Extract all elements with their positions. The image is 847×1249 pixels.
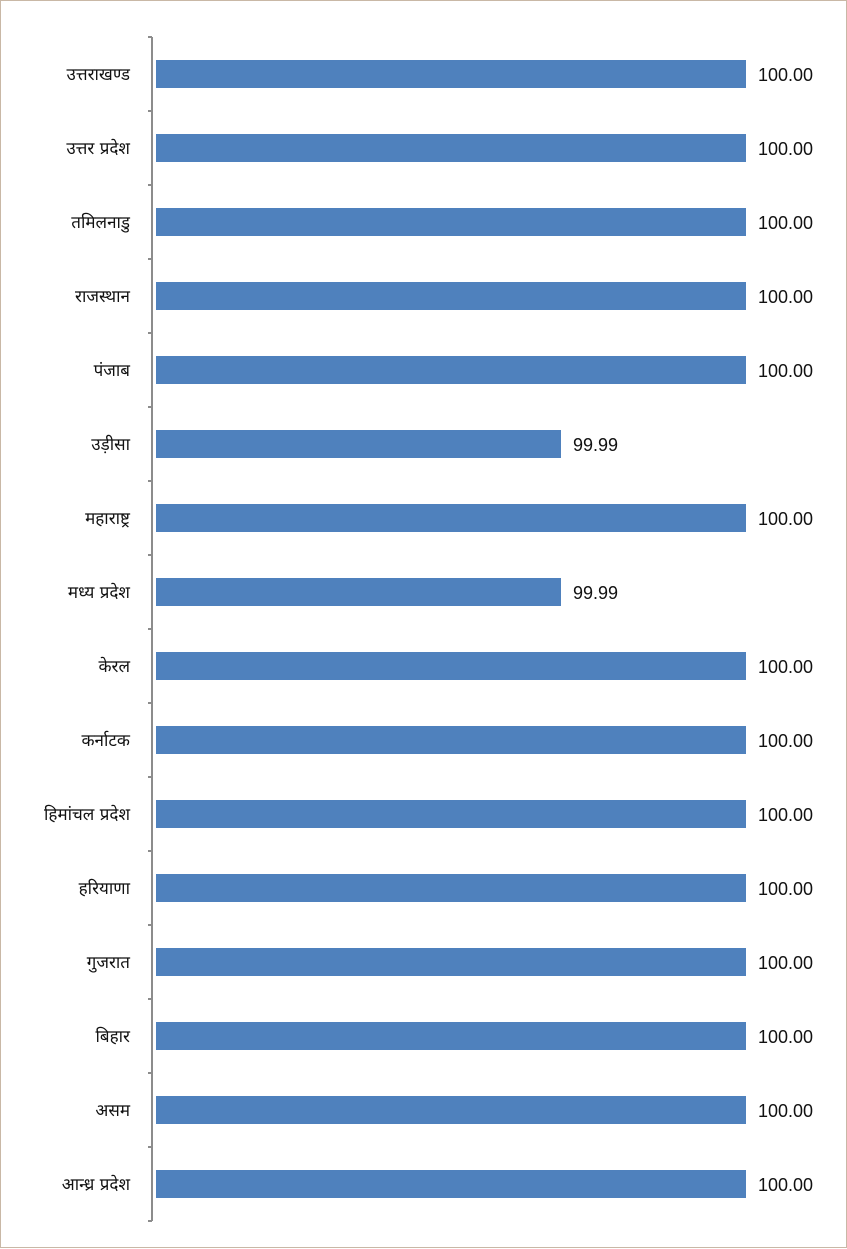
data-label: 100.00: [758, 879, 813, 899]
category-label: हिमांचल प्रदेश: [44, 804, 130, 825]
data-label: 100.00: [758, 1101, 813, 1121]
bar: [156, 1022, 746, 1050]
bar: [156, 1170, 746, 1198]
data-label: 100.00: [758, 139, 813, 159]
bar: [156, 208, 746, 236]
bar: [156, 134, 746, 162]
bar: [156, 356, 746, 384]
category-label: केरल: [98, 656, 130, 677]
bar: [156, 430, 561, 458]
data-label: 100.00: [758, 213, 813, 233]
bar: [156, 726, 746, 754]
category-label: गुजरात: [87, 953, 131, 973]
labels: उत्तराखण्ड 100.00 उत्तर प्रदेश 100.00 तमिलना…: [44, 65, 813, 1195]
data-label: 99.99: [573, 435, 618, 455]
category-label: मध्य प्रदेश: [68, 582, 131, 603]
data-label: 100.00: [758, 1027, 813, 1047]
y-axis: [148, 36, 153, 1222]
data-label: 100.00: [758, 731, 813, 751]
bar: [156, 874, 746, 902]
data-label: 100.00: [758, 953, 813, 973]
data-label: 100.00: [758, 1175, 813, 1195]
bar: [156, 504, 746, 532]
data-label: 100.00: [758, 361, 813, 381]
category-label: कर्नाटक: [81, 730, 130, 751]
data-label: 100.00: [758, 805, 813, 825]
bars: [156, 60, 746, 1198]
data-label: 99.99: [573, 583, 618, 603]
category-label: तमिलनाडु: [71, 212, 131, 233]
category-label: असम: [95, 1101, 130, 1121]
bar: [156, 60, 746, 88]
category-label: पंजाब: [94, 361, 131, 381]
category-label: राजस्थान: [75, 287, 131, 307]
data-label: 100.00: [758, 287, 813, 307]
bar: [156, 948, 746, 976]
category-label: आन्ध्र प्रदेश: [62, 1174, 131, 1195]
category-label: उड़ीसा: [91, 434, 130, 455]
category-label: हरियाणा: [79, 878, 131, 899]
data-label: 100.00: [758, 509, 813, 529]
bar: [156, 1096, 746, 1124]
bar: [156, 578, 561, 606]
bar: [156, 652, 746, 680]
category-label: उत्तर प्रदेश: [66, 138, 130, 159]
bar: [156, 282, 746, 310]
category-label: उत्तराखण्ड: [67, 65, 131, 85]
category-label: बिहार: [96, 1026, 132, 1047]
bar: [156, 800, 746, 828]
data-label: 100.00: [758, 657, 813, 677]
category-label: महाराष्ट्र: [85, 509, 131, 529]
data-label: 100.00: [758, 65, 813, 85]
